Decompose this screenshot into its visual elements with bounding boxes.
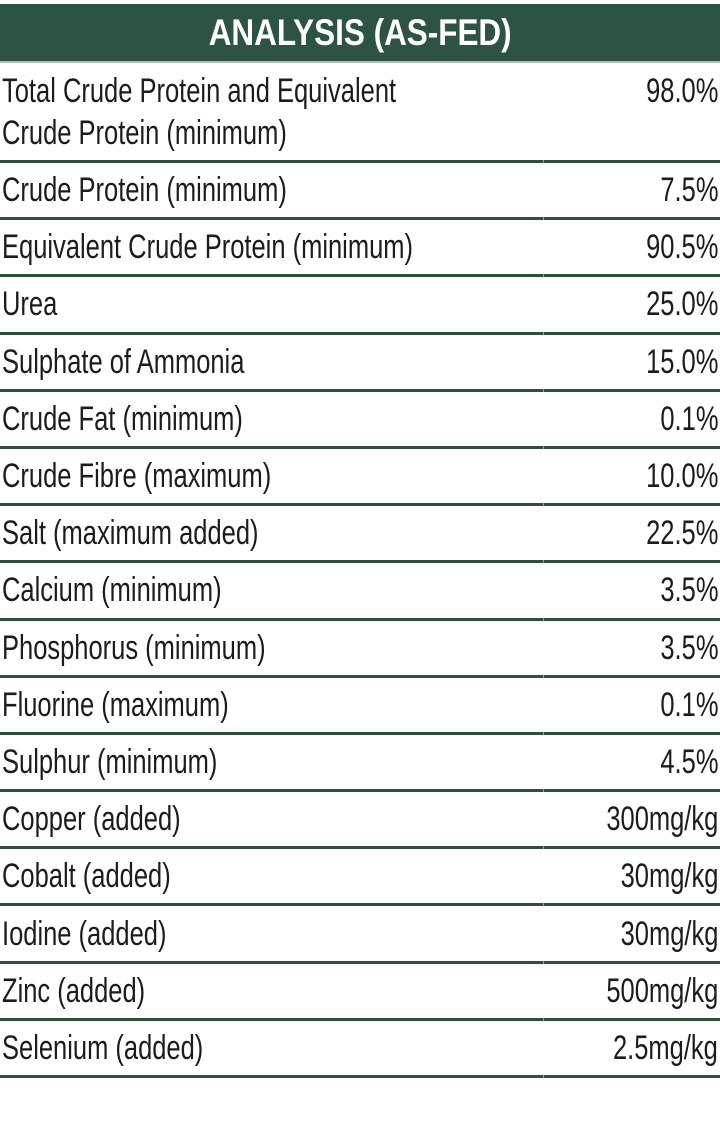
nutrient-value: 0.1% <box>543 392 720 450</box>
nutrient-label: Crude Fat (minimum) <box>0 392 543 449</box>
nutrient-value: 500mg/kg <box>543 964 720 1022</box>
nutrient-label: Crude Protein (minimum) <box>0 163 543 221</box>
table-row: Iodine (added) 30mg/kg <box>0 906 720 964</box>
nutrient-value: 3.5% <box>543 563 720 621</box>
table-row: Sulphate of Ammonia 15.0% <box>0 335 720 392</box>
nutrient-value: 4.5% <box>543 735 720 793</box>
table-header: ANALYSIS (AS-FED) <box>0 4 720 63</box>
nutrient-value: 0.1% <box>543 678 720 736</box>
table-row: Cobalt (added) 30mg/kg <box>0 849 720 907</box>
table-row: Urea 25.0% <box>0 277 720 335</box>
table-row: Phosphorus (minimum) 3.5% <box>0 621 720 678</box>
nutrient-label: Sulphate of Ammonia <box>0 335 543 392</box>
table-row: Copper (added) 300mg/kg <box>0 792 720 850</box>
table-row: Equivalent Crude Protein (minimum) 90.5% <box>0 220 720 278</box>
nutrient-value: 3.5% <box>543 621 720 678</box>
nutrient-value: 2.5mg/kg <box>543 1021 720 1079</box>
nutrient-value: 30mg/kg <box>543 906 720 964</box>
nutrient-value: 90.5% <box>543 220 720 278</box>
nutrient-value: 300mg/kg <box>543 792 720 850</box>
table-row: Sulphur (minimum) 4.5% <box>0 735 720 793</box>
table-row: Total Crude Protein and Equivalent Crude… <box>0 63 720 163</box>
table-row: Crude Protein (minimum) 7.5% <box>0 163 720 221</box>
analysis-panel: ANALYSIS (AS-FED) Total Crude Protein an… <box>0 4 720 1129</box>
nutrient-value: 15.0% <box>543 335 720 392</box>
table-row: Crude Fat (minimum) 0.1% <box>0 392 720 450</box>
nutrient-label: Copper (added) <box>0 792 543 850</box>
table-row: Zinc (added) 500mg/kg <box>0 964 720 1022</box>
table-row: Fluorine (maximum) 0.1% <box>0 678 720 736</box>
nutrient-value: 10.0% <box>543 449 720 507</box>
nutrient-value: 98.0% <box>543 63 720 163</box>
table-row: Selenium (added) 2.5mg/kg <box>0 1021 720 1079</box>
nutrient-label: Total Crude Protein and Equivalent Crude… <box>0 63 543 163</box>
table-title: ANALYSIS (AS-FED) <box>208 11 512 53</box>
nutrient-label: Phosphorus (minimum) <box>0 621 543 678</box>
nutrient-label: Salt (maximum added) <box>0 506 543 564</box>
table-row: Crude Fibre (maximum) 10.0% <box>0 449 720 507</box>
nutrient-label: Sulphur (minimum) <box>0 735 543 793</box>
nutrient-label: Calcium (minimum) <box>0 563 543 621</box>
table-row: Calcium (minimum) 3.5% <box>0 563 720 621</box>
analysis-table: Total Crude Protein and Equivalent Crude… <box>0 63 720 1079</box>
nutrient-label: Zinc (added) <box>0 964 543 1021</box>
table-row: Salt (maximum added) 22.5% <box>0 506 720 564</box>
nutrient-label: Selenium (added) <box>0 1021 543 1078</box>
nutrient-value: 7.5% <box>543 163 720 221</box>
nutrient-label: Fluorine (maximum) <box>0 678 543 735</box>
nutrient-value: 22.5% <box>543 506 720 564</box>
nutrient-value: 30mg/kg <box>543 849 720 907</box>
nutrient-label: Crude Fibre (maximum) <box>0 449 543 507</box>
analysis-table-body: Total Crude Protein and Equivalent Crude… <box>0 63 720 1079</box>
nutrient-label: Iodine (added) <box>0 906 543 964</box>
nutrient-label: Cobalt (added) <box>0 849 543 907</box>
nutrient-label: Equivalent Crude Protein (minimum) <box>0 220 543 278</box>
nutrient-value: 25.0% <box>543 277 720 335</box>
nutrient-label: Urea <box>0 277 543 335</box>
